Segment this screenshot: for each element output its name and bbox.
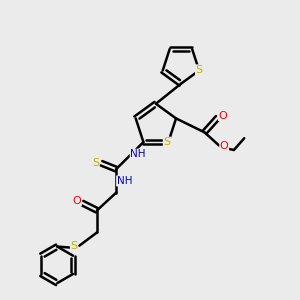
Text: S: S [196, 65, 203, 75]
Text: O: O [73, 196, 81, 206]
Text: O: O [220, 141, 229, 151]
Text: NH: NH [130, 149, 146, 159]
Text: NH: NH [117, 176, 132, 186]
Text: O: O [218, 110, 227, 121]
Text: S: S [163, 137, 170, 147]
Text: S: S [92, 158, 99, 168]
Text: S: S [70, 241, 78, 251]
